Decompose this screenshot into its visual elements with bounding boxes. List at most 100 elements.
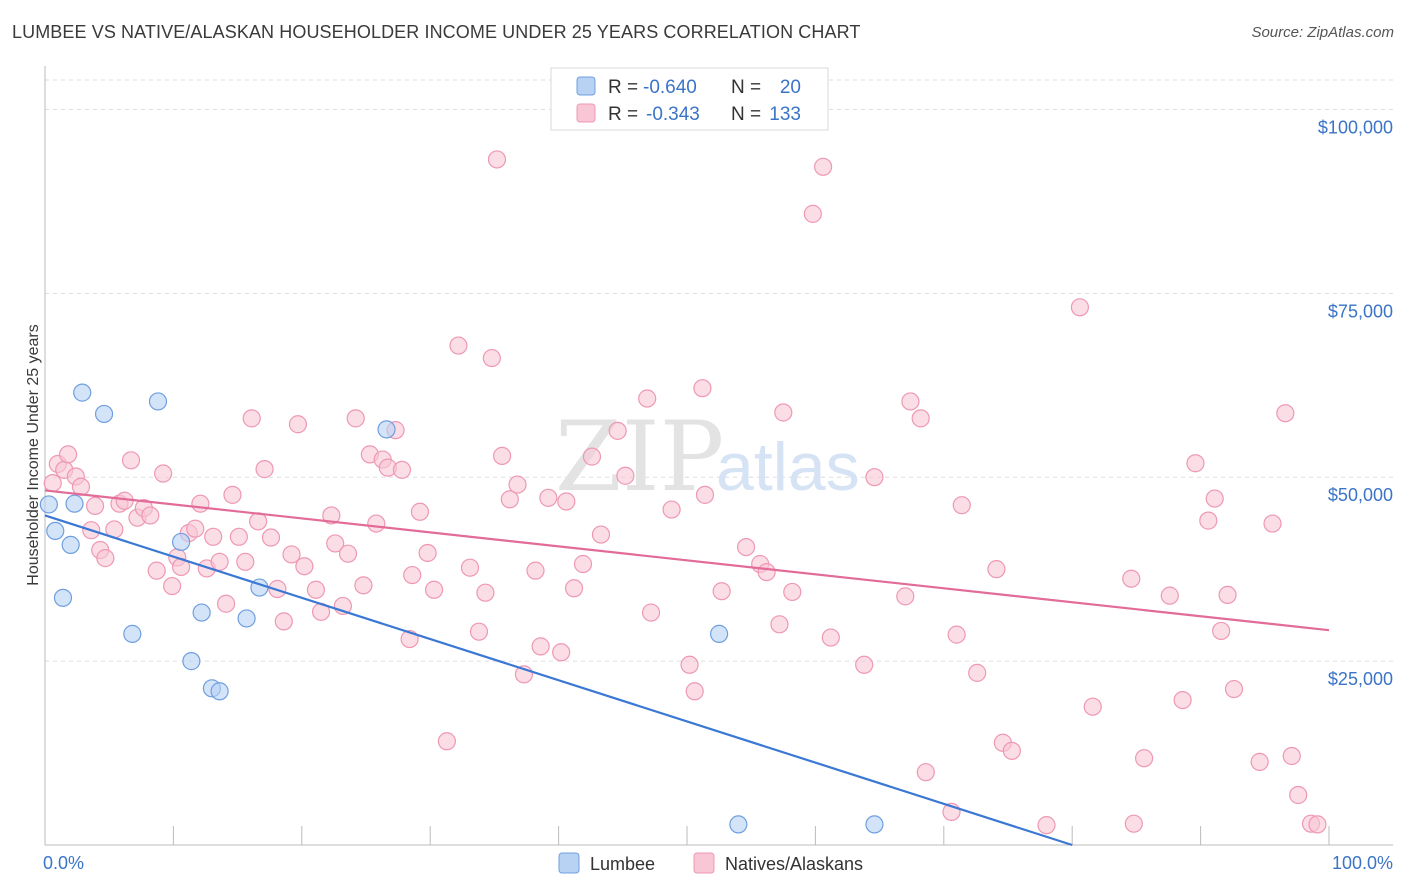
lumbee-point-18 — [729, 815, 748, 834]
natives-point-117 — [1135, 749, 1154, 768]
natives-point-87 — [693, 379, 712, 398]
lumbee-point-17 — [709, 624, 729, 643]
natives-point-114 — [1083, 697, 1102, 716]
natives-point-3 — [59, 445, 78, 464]
natives-trend-line — [44, 489, 1330, 632]
natives-point-109 — [987, 560, 1006, 579]
natives-point-57 — [410, 502, 430, 521]
lumbee-point-7 — [148, 392, 168, 411]
natives-point-39 — [288, 415, 308, 434]
lumbee-point-3 — [65, 494, 84, 513]
legend-r-label-2: R = — [608, 104, 638, 125]
natives-point-76 — [564, 579, 584, 598]
natives-point-50 — [367, 514, 386, 533]
natives-point-30 — [229, 527, 248, 546]
natives-point-90 — [736, 537, 756, 557]
natives-point-81 — [616, 466, 635, 485]
natives-point-93 — [770, 615, 789, 634]
natives-point-80 — [608, 421, 627, 440]
natives-point-69 — [508, 475, 527, 494]
natives-point-95 — [783, 582, 802, 602]
natives-point-67 — [493, 446, 512, 465]
natives-point-106 — [947, 625, 966, 644]
natives-point-63 — [469, 622, 489, 641]
natives-point-130 — [1289, 785, 1308, 805]
natives-point-112 — [1037, 816, 1056, 835]
lumbee-point-5 — [73, 383, 92, 402]
natives-point-107 — [952, 496, 971, 515]
y-tick-label-2: $75,000 — [1328, 301, 1393, 321]
natives-point-74 — [552, 643, 571, 662]
natives-point-24 — [191, 494, 210, 513]
trend-lines — [44, 489, 1330, 847]
chart-title: LUMBEE VS NATIVE/ALASKAN HOUSEHOLDER INC… — [12, 22, 861, 42]
legend-n-lumbee: 20 — [780, 77, 801, 98]
natives-point-111 — [1002, 741, 1021, 760]
natives-point-40 — [295, 557, 314, 576]
natives-point-113 — [1070, 298, 1090, 317]
series-label-natives: Natives/Alaskans — [725, 854, 863, 874]
natives-point-94 — [774, 403, 793, 422]
natives-point-32 — [242, 409, 261, 428]
natives-point-108 — [968, 663, 987, 682]
natives-point-75 — [557, 492, 576, 511]
series-swatch-lumbee — [558, 852, 580, 874]
natives-point-47 — [346, 409, 365, 428]
source-label: Source: ZipAtlas.com — [1251, 24, 1394, 41]
natives-point-121 — [1199, 511, 1218, 530]
natives-point-38 — [282, 545, 301, 564]
natives-point-86 — [685, 682, 704, 701]
natives-point-19 — [163, 576, 182, 596]
lumbee-point-9 — [123, 624, 142, 643]
legend-n-natives: 133 — [769, 104, 801, 125]
lumbee-point-0 — [39, 495, 58, 514]
natives-point-65 — [482, 348, 501, 368]
natives-point-71 — [526, 561, 545, 580]
natives-point-84 — [662, 500, 681, 519]
natives-point-83 — [641, 603, 661, 622]
natives-point-72 — [531, 637, 550, 656]
natives-point-100 — [865, 468, 884, 487]
natives-point-92 — [757, 563, 776, 582]
natives-point-118 — [1160, 586, 1179, 605]
natives-point-123 — [1212, 621, 1231, 641]
x-tick-label-end: 100.0% — [1332, 853, 1393, 873]
y-tick-label-1: $50,000 — [1328, 485, 1393, 505]
natives-point-58 — [418, 543, 437, 563]
lumbee-point-6 — [94, 404, 114, 424]
series-legend: Lumbee Natives/Alaskans — [558, 852, 863, 874]
natives-point-56 — [403, 565, 422, 585]
lumbee-point-2 — [61, 535, 80, 554]
legend-n-label: N = — [731, 77, 761, 98]
natives-point-79 — [591, 525, 611, 544]
y-tick-label-0: $25,000 — [1328, 669, 1393, 689]
natives-point-101 — [896, 587, 915, 606]
natives-point-13 — [121, 451, 141, 470]
y-tick-label-3: $100,000 — [1318, 117, 1393, 137]
natives-point-16 — [141, 506, 160, 525]
natives-point-89 — [712, 582, 731, 601]
natives-point-7 — [85, 496, 105, 515]
lumbee-trend-line — [44, 514, 1073, 847]
natives-point-23 — [186, 519, 205, 538]
natives-point-124 — [1218, 585, 1237, 605]
axes — [44, 66, 1393, 846]
natives-point-116 — [1124, 814, 1143, 833]
x-tick-label-start: 0.0% — [43, 853, 84, 873]
natives-point-31 — [236, 552, 255, 571]
lumbee-point-8 — [172, 532, 191, 552]
natives-point-82 — [638, 389, 657, 408]
natives-point-61 — [449, 336, 468, 355]
gridlines — [45, 79, 1393, 662]
lumbee-point-13 — [210, 682, 229, 701]
natives-point-59 — [424, 580, 444, 599]
y-axis-label: Householder Income Under 25 years — [25, 324, 42, 585]
legend-r-natives: -0.343 — [646, 104, 700, 125]
lumbee-point-16 — [377, 420, 396, 439]
natives-point-88 — [695, 485, 715, 504]
natives-point-98 — [821, 628, 840, 647]
x-tick-labels: 0.0% 100.0% — [43, 853, 1393, 873]
legend-swatch-lumbee — [576, 76, 596, 96]
natives-point-77 — [573, 554, 593, 574]
